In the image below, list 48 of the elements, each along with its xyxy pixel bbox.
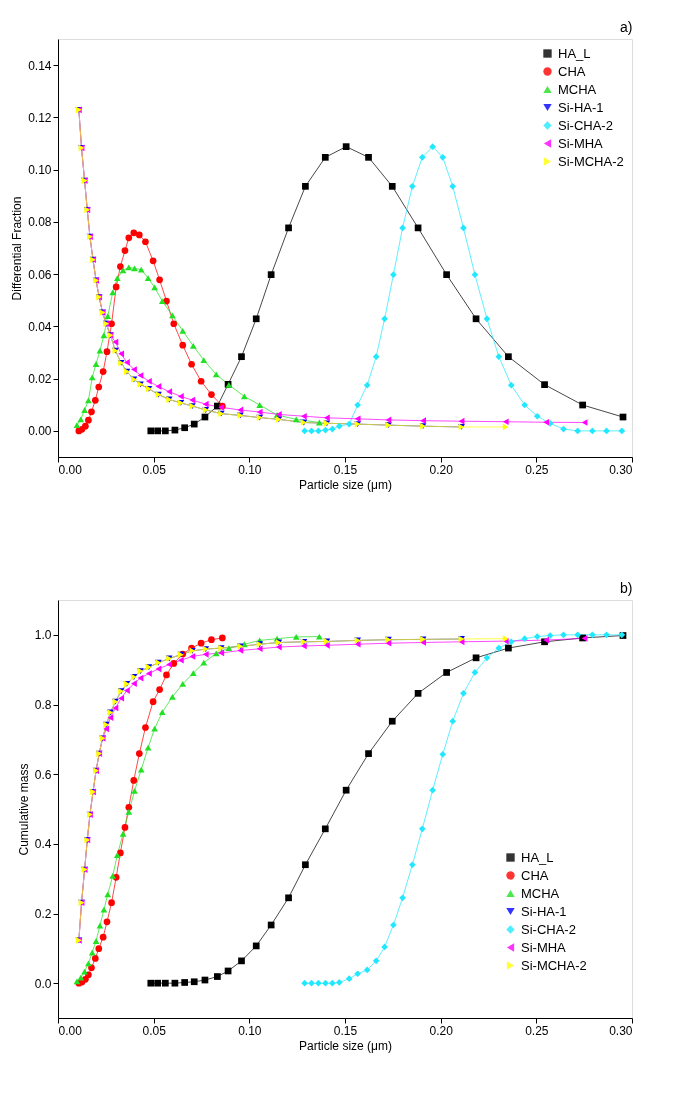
y-tick-label: 0.8 bbox=[34, 698, 52, 712]
x-tick-label: 0.10 bbox=[238, 462, 262, 477]
legend-label: CHA bbox=[558, 63, 586, 79]
legend-label: Si-MHA bbox=[521, 939, 567, 955]
x-tick-label: 0.00 bbox=[58, 1023, 83, 1038]
y-tick-label: 0.00 bbox=[28, 424, 52, 439]
legend-label: MCHA bbox=[521, 885, 560, 901]
x-tick-label: 0.25 bbox=[525, 1023, 549, 1038]
y-tick-label: 0.6 bbox=[34, 767, 52, 782]
legend-label: Si-MCHA-2 bbox=[521, 957, 587, 973]
x-tick-label: 0.20 bbox=[429, 462, 454, 477]
y-tick-label: 1.0 bbox=[34, 628, 52, 643]
y-tick-label: 0.14 bbox=[28, 58, 52, 73]
legend-label: HA_L bbox=[521, 849, 554, 865]
x-tick-label: 0.15 bbox=[333, 1023, 358, 1038]
legend-label: Si-MCHA-2 bbox=[558, 153, 624, 169]
x-tick-label: 0.30 bbox=[609, 1023, 633, 1038]
y-tick-label: 0.04 bbox=[28, 319, 52, 334]
legend-label: CHA bbox=[521, 867, 549, 883]
y-tick-label: 0.4 bbox=[34, 837, 52, 852]
y-axis-title: Differential Fraction bbox=[10, 196, 25, 301]
y-tick-label: 0.10 bbox=[28, 163, 52, 178]
x-tick-label: 0.05 bbox=[142, 1023, 167, 1038]
y-tick-label: 0.06 bbox=[28, 267, 52, 282]
x-axis-title: Particle size (μm) bbox=[299, 1038, 392, 1053]
legend-label: Si-HA-1 bbox=[521, 903, 567, 919]
x-tick-label: 0.20 bbox=[429, 1023, 454, 1038]
x-tick-label: 0.15 bbox=[333, 462, 358, 477]
legend-label: HA_L bbox=[558, 45, 591, 61]
y-tick-label: 0.0 bbox=[34, 976, 52, 991]
x-tick-label: 0.30 bbox=[609, 462, 633, 477]
x-tick-label: 0.25 bbox=[525, 462, 549, 477]
y-tick-label: 0.08 bbox=[28, 215, 52, 230]
legend-label: Si-CHA-2 bbox=[558, 117, 613, 133]
y-axis-title: Cumulative mass bbox=[16, 763, 31, 856]
y-tick-label: 0.12 bbox=[28, 110, 52, 125]
legend-label: Si-CHA-2 bbox=[521, 921, 576, 937]
legend-label: Si-MHA bbox=[558, 135, 604, 151]
x-tick-label: 0.00 bbox=[58, 462, 83, 477]
legend-label: MCHA bbox=[558, 81, 597, 97]
x-tick-label: 0.05 bbox=[142, 462, 167, 477]
y-tick-label: 0.02 bbox=[28, 372, 52, 387]
x-tick-label: 0.10 bbox=[238, 1023, 262, 1038]
chart-title: a) bbox=[620, 19, 633, 35]
legend-label: Si-HA-1 bbox=[558, 99, 604, 115]
y-tick-label: 0.2 bbox=[34, 907, 52, 921]
chart-title: b) bbox=[620, 580, 633, 596]
x-axis-title: Particle size (μm) bbox=[299, 477, 392, 492]
